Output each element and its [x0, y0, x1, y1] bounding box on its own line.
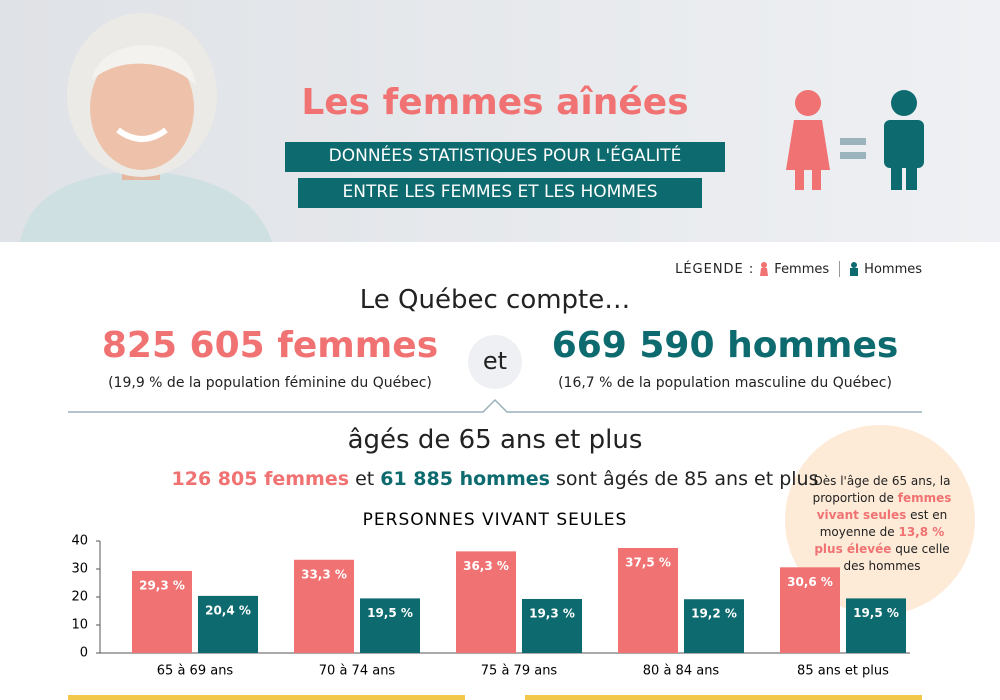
subtitle-box	[285, 142, 725, 172]
bar	[294, 559, 354, 653]
oldest-line: 126 805 femmes et 61 885 hommes sont âgé…	[150, 468, 840, 490]
value-label: 37,5 %	[625, 556, 671, 570]
bar	[360, 598, 420, 653]
x-tick-label: 80 à 84 ans	[643, 664, 720, 679]
connector: et	[482, 347, 508, 375]
men-total: 669 590 hommes	[551, 325, 899, 366]
y-tick-label: 40	[71, 534, 88, 549]
bar	[522, 598, 582, 653]
intro: Le Québec compte…	[359, 285, 631, 315]
footer-bar	[68, 695, 465, 700]
value-label: 33,3 %	[301, 567, 347, 581]
legend: LÉGENDE : Femmes Hommes	[675, 261, 922, 277]
chart-title: PERSONNES VIVANT SEULES	[363, 510, 628, 530]
bar	[618, 548, 678, 653]
legend-icon	[850, 262, 859, 276]
value-label: 20,4 %	[205, 603, 251, 617]
y-tick-label: 20	[71, 590, 88, 605]
connector-circle	[468, 335, 522, 389]
x-tick-label: 65 à 69 ans	[157, 664, 234, 679]
oldest-connector: et	[355, 468, 375, 490]
subtitle: ENTRE LES FEMMES ET LES HOMMES	[342, 182, 658, 202]
legend-entry: Femmes	[774, 261, 830, 277]
value-label: 19,3 %	[529, 606, 575, 620]
y-tick-label: 30	[71, 562, 88, 577]
legend-separator	[839, 261, 841, 277]
callout-highlight: plus élevée	[814, 542, 892, 556]
callout-highlight: 13,8 %	[898, 525, 945, 539]
value-label: 29,3 %	[139, 578, 185, 592]
callout: Dès l'âge de 65 ans, la proportion de fe…	[808, 473, 956, 575]
chart: PERSONNES VIVANT SEULES 0 10 20 30 40 65 à 69 …	[71, 510, 910, 679]
x-tick-label: 70 à 74 ans	[319, 664, 396, 679]
man-icon	[884, 90, 924, 190]
legend-entry: Hommes	[864, 261, 922, 277]
title: Les femmes aînées	[301, 82, 689, 123]
bar	[198, 595, 258, 653]
women-total: 825 605 femmes	[101, 325, 439, 366]
legend-label: LÉGENDE :	[675, 261, 755, 277]
y-tick-label: 0	[80, 646, 88, 661]
equals-icon	[840, 138, 866, 159]
x-tick-label: 75 à 79 ans	[481, 664, 558, 679]
callout-text: est en moyenne de	[819, 508, 948, 539]
footer-bar	[525, 695, 922, 700]
woman-icon	[786, 90, 830, 190]
oldest-men: 61 885 hommes	[380, 468, 550, 490]
value-label: 30,6 %	[787, 575, 833, 589]
value-label: 19,5 %	[853, 606, 899, 620]
callout-text: que celle des hommes	[843, 542, 950, 573]
portrait	[20, 13, 272, 242]
value-label: 36,3 %	[463, 559, 509, 573]
oldest-women: 126 805 femmes	[171, 468, 350, 490]
bar	[684, 599, 744, 653]
bar	[780, 567, 840, 653]
bar	[456, 551, 516, 653]
bar	[132, 570, 192, 653]
subtitle: DONNÉES STATISTIQUES POUR L'ÉGALITÉ	[328, 146, 682, 166]
legend-icon	[760, 262, 769, 276]
oldest-rest: sont âgés de 85 ans et plus	[556, 468, 819, 490]
value-label: 19,5 %	[367, 606, 413, 620]
subtitle-box	[298, 178, 702, 208]
divider	[68, 398, 922, 413]
callout-text: Dès l'âge de 65 ans, la proportion de	[812, 474, 951, 505]
bar	[846, 598, 906, 653]
men-note: (16,7 % de la population masculine du Qu…	[558, 375, 892, 391]
x-tick-label: 85 ans et plus	[797, 664, 889, 679]
age-line: âgés de 65 ans et plus	[347, 425, 643, 455]
callout-highlight: femmes vivant seules	[816, 491, 952, 522]
y-tick-label: 10	[71, 618, 88, 633]
value-label: 19,2 %	[691, 607, 737, 621]
women-note: (19,9 % de la population féminine du Qué…	[108, 375, 432, 391]
